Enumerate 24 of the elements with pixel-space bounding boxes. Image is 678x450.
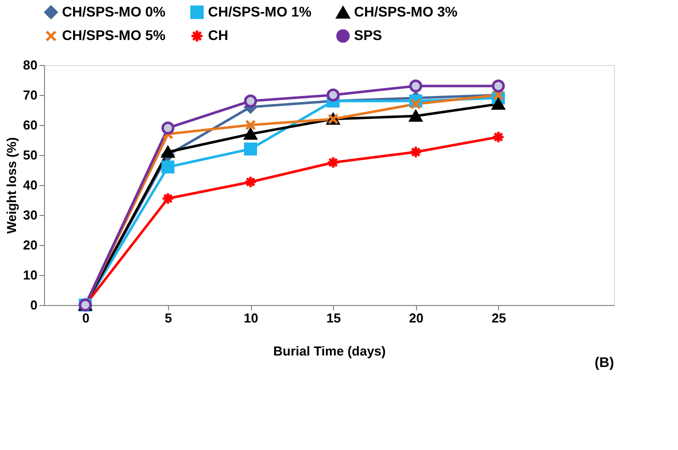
y-tick-label: 30 xyxy=(23,208,38,222)
text: (B) xyxy=(594,354,614,370)
x-tick-label: 25 xyxy=(492,310,506,326)
y-tick-label: 60 xyxy=(23,118,38,132)
y-tick-label: 80 xyxy=(23,58,38,72)
x-tick-label: 0 xyxy=(82,310,90,326)
y-axis-title: Weight loss (%) xyxy=(4,137,20,234)
y-tick-label: 10 xyxy=(23,268,38,282)
legend-label: CH/SPS-MO 0% xyxy=(62,3,166,20)
y-tick-label: 20 xyxy=(23,238,38,252)
x-axis-title: Burial Time (days) xyxy=(273,344,386,358)
x-tick-label: 10 xyxy=(244,310,258,326)
x-tick-label: 15 xyxy=(326,310,341,326)
y-tick-label: 50 xyxy=(23,148,38,162)
y-tick-label: 0 xyxy=(30,298,38,312)
x-tick-label: 20 xyxy=(409,310,424,326)
legend-label: SPS xyxy=(354,27,382,43)
x-tick-label: 5 xyxy=(164,310,172,326)
legend-label: CH xyxy=(208,27,228,43)
legend-label: CH/SPS-MO 5% xyxy=(62,27,166,43)
y-tick-label: 40 xyxy=(23,178,38,192)
y-tick-label: 70 xyxy=(23,88,38,102)
legend-label: CH/SPS-MO 3% xyxy=(354,4,458,20)
legend-label: CH/SPS-MO 1% xyxy=(208,3,312,20)
